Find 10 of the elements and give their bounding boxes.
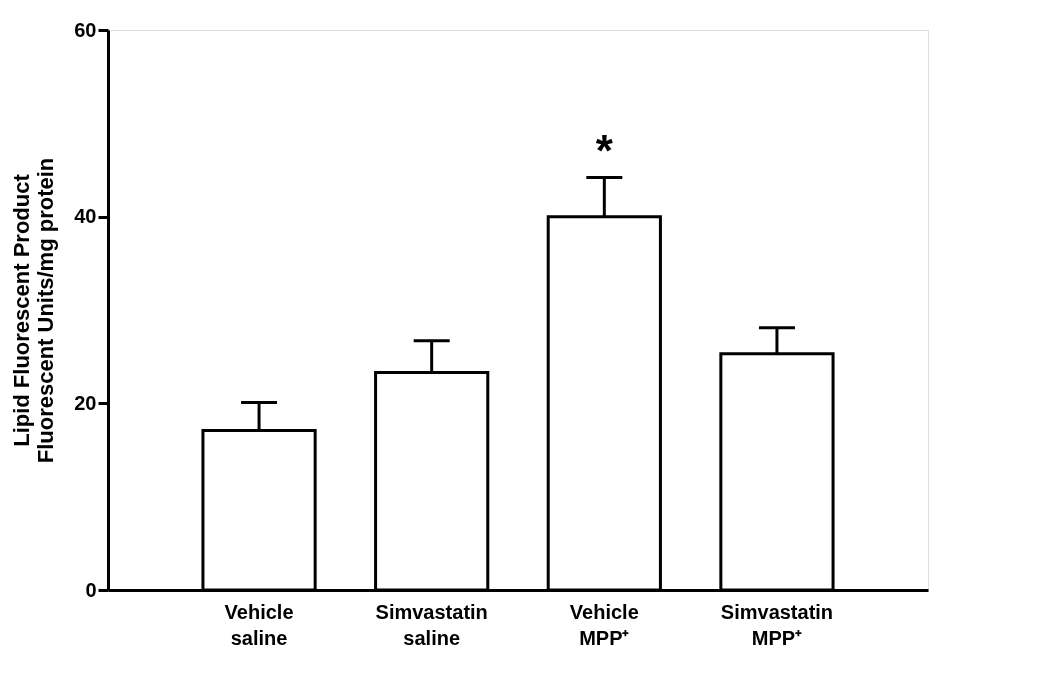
x-tick-label: Vehicle saline [224, 600, 294, 649]
x-tick-label: Simvastatin saline [375, 600, 488, 649]
annotation: * [595, 126, 614, 176]
y-tick-label: 20 [74, 391, 97, 414]
x-tick-label: Simvastatin MPP⁺ [720, 600, 834, 649]
y-tick-label: 60 [74, 18, 97, 41]
y-tick-label: 0 [85, 578, 97, 601]
y-tick-label: 40 [74, 205, 97, 228]
x-tick-label: Vehicle MPP⁺ [569, 600, 639, 649]
y-axis-title: Lipid Fluorescent Product Fluorescent Units/mg protein [9, 157, 59, 464]
